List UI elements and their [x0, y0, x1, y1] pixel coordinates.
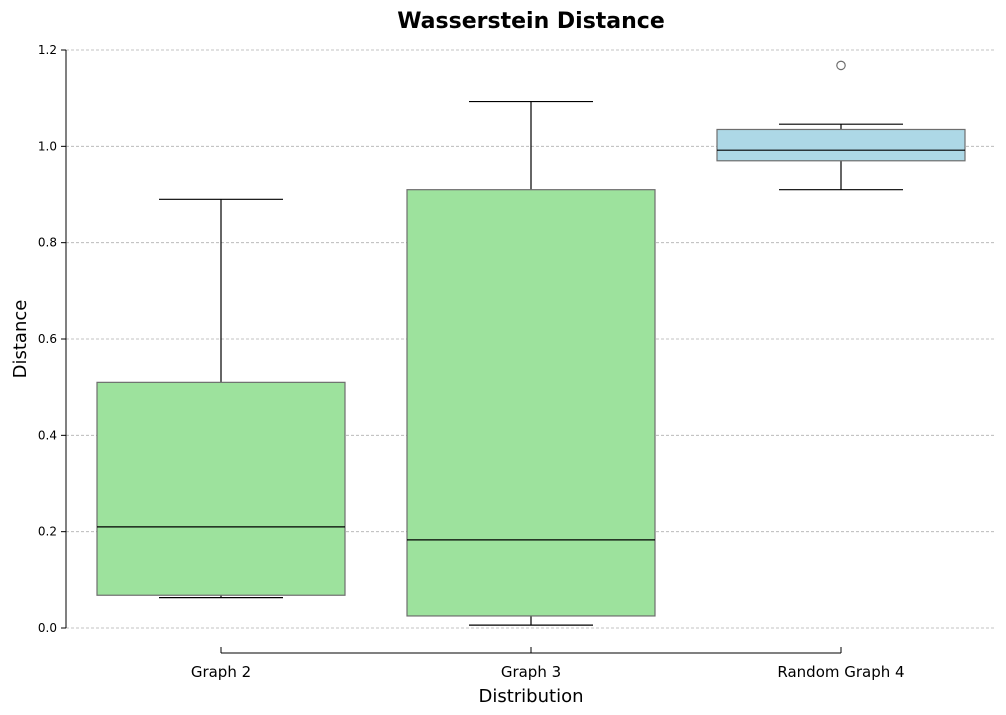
y-tick-label: 0.6: [38, 332, 57, 346]
y-tick-label: 0.8: [38, 236, 57, 250]
x-tick-label: Graph 3: [501, 663, 561, 681]
x-tick-label: Random Graph 4: [777, 663, 904, 681]
box-iqr: [406, 189, 656, 617]
x-tick-label: Graph 2: [191, 663, 251, 681]
x-axis-label: Distribution: [478, 686, 583, 707]
y-axis: 0.0 0.2 0.4 0.6 0.8 1.0 1.2: [38, 43, 67, 635]
box-graph-3: [406, 100, 656, 626]
y-tick-label: 0.0: [38, 621, 57, 635]
box-iqr: [716, 128, 966, 162]
y-tick-label: 1.0: [38, 139, 57, 153]
y-tick-label: 1.2: [38, 43, 57, 57]
y-axis-label: Distance: [10, 300, 31, 379]
y-tick-label: 0.4: [38, 428, 57, 442]
box-graph-2: [96, 198, 346, 599]
box-random-graph-4: [716, 60, 966, 191]
outlier-point: [836, 60, 846, 71]
chart-title: Wasserstein Distance: [397, 9, 665, 34]
boxes: [96, 60, 966, 626]
y-tick-label: 0.2: [38, 525, 57, 539]
x-axis: Graph 2 Graph 3 Random Graph 4: [191, 647, 905, 681]
box-iqr: [96, 381, 346, 596]
